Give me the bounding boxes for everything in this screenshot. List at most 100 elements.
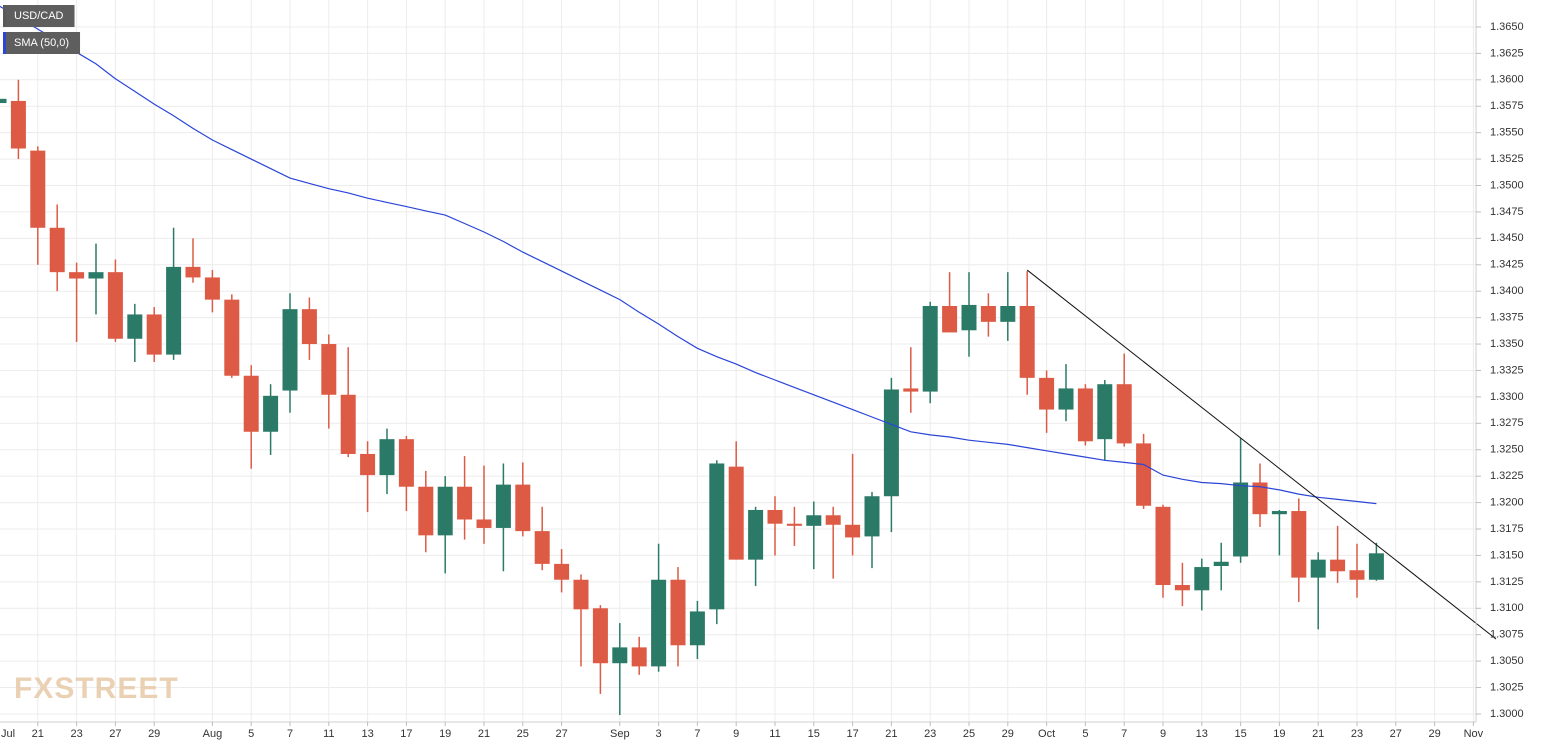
candle-body bbox=[670, 579, 686, 646]
y-tick-label: 1.3475 bbox=[1490, 206, 1524, 218]
candle-body bbox=[1194, 567, 1210, 591]
plot bbox=[0, 5, 1497, 716]
candle-body bbox=[942, 305, 958, 333]
legend-label: USD/CAD bbox=[14, 10, 64, 22]
y-tick-label: 1.3600 bbox=[1490, 74, 1524, 86]
candle-body bbox=[1136, 443, 1152, 506]
x-tick-label: 3 bbox=[656, 728, 662, 740]
candle-body bbox=[554, 563, 570, 580]
candle-body bbox=[1174, 585, 1190, 591]
candle-body bbox=[709, 463, 725, 610]
candle-body bbox=[263, 395, 279, 432]
candle-body bbox=[883, 389, 899, 497]
legend-box bbox=[3, 32, 81, 54]
candle-body bbox=[922, 305, 938, 392]
x-tick-label: 17 bbox=[846, 728, 858, 740]
candle-body bbox=[515, 484, 531, 532]
x-tick-label: 7 bbox=[694, 728, 700, 740]
x-tick-label: 21 bbox=[478, 728, 490, 740]
x-tick-label: 21 bbox=[885, 728, 897, 740]
y-tick-label: 1.3000 bbox=[1490, 708, 1524, 720]
candle-body bbox=[806, 515, 822, 526]
y-tick-label: 1.3225 bbox=[1490, 470, 1524, 482]
x-tick-label: 11 bbox=[323, 728, 334, 740]
x-tick-label: 23 bbox=[70, 728, 82, 740]
y-tick-label: 1.3550 bbox=[1490, 127, 1524, 139]
candle-body bbox=[340, 394, 356, 454]
y-tick-label: 1.3450 bbox=[1490, 232, 1524, 244]
candle-body bbox=[360, 453, 376, 476]
y-tick-label: 1.3150 bbox=[1490, 549, 1524, 561]
x-tick-label: 21 bbox=[32, 728, 44, 740]
candle-body bbox=[166, 266, 182, 355]
x-tick-label: 19 bbox=[439, 728, 451, 740]
y-tick-label: 1.3375 bbox=[1490, 312, 1524, 324]
candle-body bbox=[631, 647, 647, 667]
x-tick-label: 23 bbox=[924, 728, 936, 740]
candle-body bbox=[1368, 553, 1384, 580]
candle-body bbox=[30, 150, 46, 228]
legend: USD/CAD SMA (50,0) bbox=[3, 5, 81, 54]
candle-body bbox=[379, 439, 395, 476]
candle-body bbox=[282, 309, 298, 391]
y-tick-label: 1.3075 bbox=[1490, 629, 1524, 641]
candle-body bbox=[243, 375, 259, 432]
candle-body bbox=[534, 531, 550, 564]
candle-body bbox=[980, 305, 996, 322]
x-tick-label: Aug bbox=[203, 728, 223, 740]
candle-body bbox=[1330, 559, 1346, 572]
x-tick-label: 5 bbox=[1082, 728, 1088, 740]
y-tick-label: 1.3500 bbox=[1490, 179, 1524, 191]
y-tick-label: 1.3175 bbox=[1490, 523, 1524, 535]
x-tick-label: 7 bbox=[1121, 728, 1127, 740]
candle-body bbox=[107, 272, 123, 339]
candle-body bbox=[398, 439, 414, 487]
candle-body bbox=[1233, 482, 1249, 557]
y-tick-label: 1.3400 bbox=[1490, 285, 1524, 297]
x-tick-label: 11 bbox=[769, 728, 780, 740]
y-tick-label: 1.3050 bbox=[1490, 655, 1524, 667]
x-tick-label: 9 bbox=[733, 728, 739, 740]
candle-body bbox=[1039, 377, 1055, 410]
candle-body bbox=[1271, 511, 1287, 515]
candle-body bbox=[0, 98, 7, 104]
candle-body bbox=[592, 608, 608, 664]
candle-body bbox=[1000, 305, 1016, 322]
x-tick-label: Oct bbox=[1038, 728, 1055, 740]
legend-label: SMA (50,0) bbox=[14, 37, 69, 49]
x-tick-label: 21 bbox=[1312, 728, 1324, 740]
candle-body bbox=[224, 299, 240, 376]
x-tick-label: Nov bbox=[1464, 728, 1484, 740]
x-tick-label: 29 bbox=[1002, 728, 1014, 740]
candle-body bbox=[1097, 384, 1113, 440]
axes: 1.3000 1.3025 1.3050 1.3075 1.3100 1.3125 1.31… bbox=[1, 21, 1524, 740]
candle-body bbox=[495, 484, 511, 528]
candle-body bbox=[457, 486, 473, 520]
x-tick-label: 15 bbox=[1234, 728, 1246, 740]
candle-body bbox=[961, 304, 977, 331]
sma-line bbox=[0, 5, 1377, 505]
x-tick-label: 9 bbox=[1160, 728, 1166, 740]
candle-body bbox=[1077, 388, 1093, 442]
x-tick-label: 15 bbox=[808, 728, 820, 740]
candle-body bbox=[1291, 511, 1307, 578]
candle-body bbox=[1310, 559, 1326, 578]
candle-body bbox=[1116, 384, 1132, 444]
x-tick-label: 29 bbox=[148, 728, 160, 740]
candle-body bbox=[748, 509, 764, 560]
candle-body bbox=[1349, 570, 1365, 580]
y-tick-label: 1.3275 bbox=[1490, 417, 1524, 429]
candle-body bbox=[88, 272, 104, 279]
candle-body bbox=[845, 524, 861, 538]
candle-body bbox=[728, 466, 744, 560]
candle-body bbox=[69, 272, 85, 279]
y-tick-label: 1.3425 bbox=[1490, 259, 1524, 271]
candle-body bbox=[1252, 482, 1268, 515]
y-tick-label: 1.3625 bbox=[1490, 47, 1524, 59]
candle-body bbox=[825, 515, 841, 525]
x-tick-label: 13 bbox=[1196, 728, 1208, 740]
watermark: FXSTREET bbox=[14, 672, 179, 705]
